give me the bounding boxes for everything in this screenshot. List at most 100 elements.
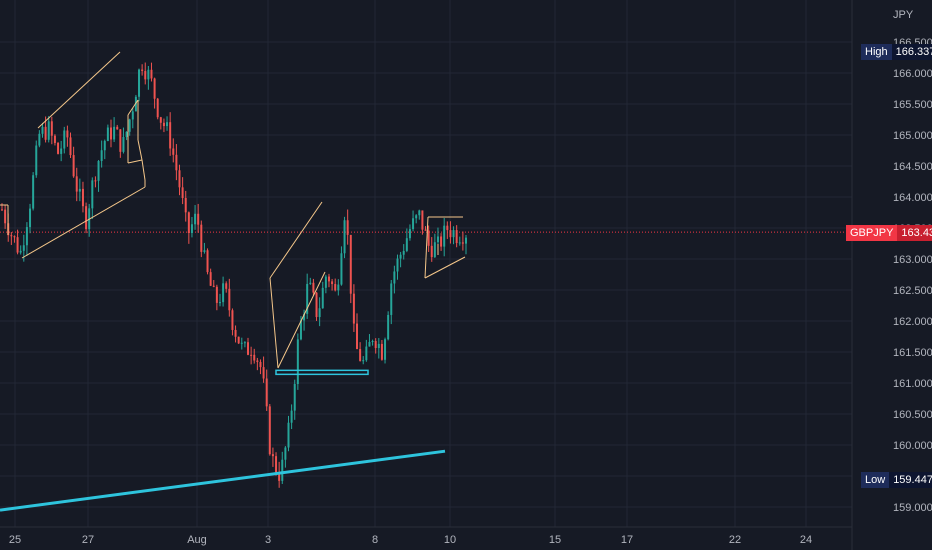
candle-body xyxy=(60,148,63,154)
candle-body xyxy=(349,234,352,294)
candle-body xyxy=(169,122,172,149)
candle-body xyxy=(194,213,197,225)
candle-body xyxy=(228,288,231,311)
x-tick-label: 27 xyxy=(82,534,94,546)
y-tick-label: 164.000 xyxy=(893,192,932,204)
candle-body xyxy=(166,122,169,127)
candle-body xyxy=(215,286,218,303)
candle-body xyxy=(331,281,334,285)
candle-body xyxy=(218,302,221,304)
candle-body xyxy=(356,323,359,350)
candle-body xyxy=(334,284,337,291)
pattern-line xyxy=(424,256,466,279)
candle-body xyxy=(306,283,309,314)
candle-body xyxy=(399,254,402,259)
high-label: High xyxy=(861,44,892,60)
candle-body xyxy=(128,119,131,132)
candle-body xyxy=(156,98,159,118)
candle-body xyxy=(303,313,306,321)
candle-body xyxy=(131,111,134,120)
candle-body xyxy=(405,238,408,251)
pattern-line xyxy=(424,216,429,279)
candle-body xyxy=(222,283,225,303)
candle-body xyxy=(374,341,377,349)
candle-body xyxy=(200,224,203,252)
candle-body xyxy=(287,422,290,448)
candle-body xyxy=(362,360,365,362)
candle-body xyxy=(209,272,212,286)
candle-body xyxy=(243,342,246,344)
candle-body xyxy=(153,78,156,99)
candle-body xyxy=(212,285,215,287)
candle-body xyxy=(231,310,234,330)
candle-body xyxy=(337,284,340,291)
candle-body xyxy=(29,208,32,228)
candle-body xyxy=(343,220,346,254)
pattern-line xyxy=(269,277,279,369)
candle-body xyxy=(106,127,109,141)
candle-body xyxy=(415,215,418,219)
candle-body xyxy=(184,198,187,213)
candle-body xyxy=(50,121,53,136)
candle-body xyxy=(103,140,106,151)
candle-body xyxy=(324,276,327,288)
candle-body xyxy=(57,142,60,154)
candle-body xyxy=(393,271,396,284)
candle-body xyxy=(321,287,324,309)
candle-body xyxy=(440,236,443,247)
candle-body xyxy=(109,127,112,140)
candle-body xyxy=(446,225,449,231)
candle-body xyxy=(47,121,50,140)
symbol-label: GBPJPY xyxy=(846,225,898,241)
candle-body xyxy=(113,126,116,140)
candle-body xyxy=(427,230,430,246)
candle-body xyxy=(250,354,253,356)
candle-body xyxy=(247,342,250,355)
currency-label: JPY xyxy=(893,9,914,21)
candle-body xyxy=(181,187,184,199)
x-tick-label: 8 xyxy=(372,534,378,546)
candle-body xyxy=(13,236,16,238)
x-tick-label: 15 xyxy=(549,534,561,546)
candle-body xyxy=(178,170,181,188)
y-tick-label: 159.000 xyxy=(893,502,932,514)
candle-body xyxy=(1,209,3,211)
x-tick-label: 25 xyxy=(9,534,21,546)
trendline xyxy=(0,449,446,512)
candle-body xyxy=(290,410,293,423)
candle-body xyxy=(284,447,287,460)
candle-body xyxy=(259,361,262,368)
candle-body xyxy=(63,130,66,149)
candle-body xyxy=(253,354,256,361)
candle-body xyxy=(365,346,368,361)
candle-body xyxy=(78,188,81,192)
candle-body xyxy=(359,349,362,361)
pattern-line xyxy=(141,159,146,181)
candle-body xyxy=(10,235,13,237)
pattern-line xyxy=(127,159,143,164)
low-price-tag: Low 159.447 xyxy=(861,472,932,488)
candle-body xyxy=(268,406,271,455)
y-tick-label: 162.500 xyxy=(893,285,932,297)
candle-body xyxy=(452,230,455,238)
candle-body xyxy=(134,96,137,112)
candle-body xyxy=(190,224,193,233)
candle-body xyxy=(340,253,343,285)
candle-body xyxy=(147,69,150,80)
candle-body xyxy=(315,292,318,318)
candle-body xyxy=(100,150,103,161)
x-tick-label: 3 xyxy=(265,534,271,546)
candle-body xyxy=(421,210,424,230)
candle-body xyxy=(66,130,69,138)
candle-body xyxy=(38,133,41,146)
candle-body xyxy=(262,367,265,379)
low-label: Low xyxy=(861,472,890,488)
candle-body xyxy=(387,314,390,340)
candle-body xyxy=(412,218,415,230)
candle-body xyxy=(122,136,125,152)
candle-body xyxy=(461,242,464,244)
candle-body xyxy=(32,175,35,209)
candle-body xyxy=(408,229,411,239)
